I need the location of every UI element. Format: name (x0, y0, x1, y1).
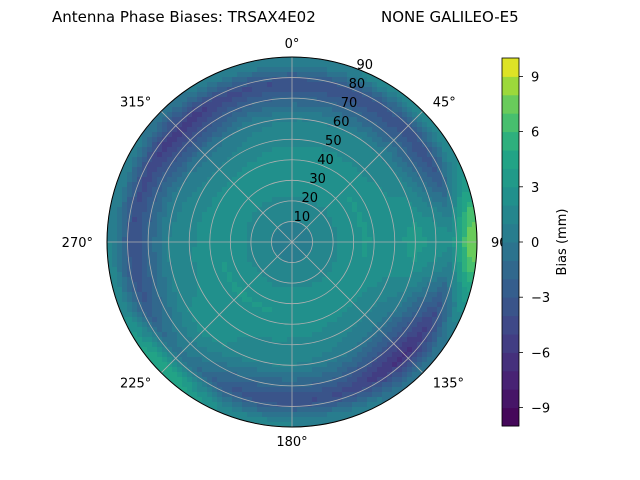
radial-tick-label: 40 (317, 153, 334, 168)
radial-tick-label: 90 (357, 58, 374, 73)
colorbar-segment (502, 407, 519, 427)
angle-tick-label: 315° (120, 95, 151, 110)
colorbar-segment (502, 131, 519, 151)
colorbar-tick-label: 6 (531, 126, 539, 141)
colorbar-segment (502, 389, 519, 409)
colorbar-segment (502, 150, 519, 169)
radial-tick-label: 50 (325, 134, 342, 149)
colorbar-segment (502, 186, 519, 206)
angle-tick-label: 225° (120, 377, 151, 392)
colorbar-tick-label: −3 (531, 291, 550, 306)
colorbar-segment (502, 113, 519, 133)
colorbar-segment (502, 370, 519, 390)
radial-tick-label: 60 (333, 115, 350, 130)
angle-tick-label: 0° (285, 37, 300, 52)
colorbar-segment (502, 168, 519, 188)
radial-tick-label: 10 (294, 210, 311, 225)
angle-tick-label: 270° (62, 236, 93, 251)
colorbar-tick-label: −6 (531, 346, 550, 361)
angle-tick-label: 135° (433, 377, 464, 392)
colorbar-segment (502, 334, 519, 353)
angle-tick-label: 180° (276, 435, 307, 450)
angle-tick-label: 45° (433, 95, 456, 110)
radial-tick-label: 80 (349, 77, 366, 92)
radial-tick-label: 30 (309, 172, 326, 187)
colorbar-tick-label: 0 (531, 236, 539, 251)
radial-tick-label: 70 (341, 96, 358, 111)
colorbar-segment (502, 205, 519, 225)
radial-tick-labels: 10 20 30 40 50 60 70 80 90 (294, 58, 373, 225)
colorbar-tick-label: 3 (531, 181, 539, 196)
colorbar-label: Bias (mm) (555, 209, 570, 276)
colorbar-tick-label: 9 (531, 70, 539, 85)
colorbar-segment (502, 76, 519, 96)
chart-subtitle: NONE GALILEO-E5 (381, 8, 519, 26)
colorbar-segment (502, 223, 519, 243)
colorbar-segment (502, 94, 519, 114)
angle-tick-labels: 0°45°90°135°180°225°270°315° (62, 37, 514, 450)
colorbar-segment (502, 297, 519, 317)
colorbar-segment (502, 315, 519, 335)
colorbar-segment (502, 260, 519, 280)
colorbar-segment (502, 278, 519, 298)
polar-grid (106, 56, 478, 428)
radial-tick-label: 20 (301, 191, 318, 206)
colorbar-segment (502, 58, 519, 77)
chart-title: Antenna Phase Biases: TRSAX4E02 (52, 8, 316, 26)
colorbar-segment (502, 242, 519, 261)
bias-contour-fill (107, 57, 477, 427)
colorbar: −9 −6 −3 0 3 6 9 Bias (mm) (501, 57, 570, 427)
colorbar-segment (502, 352, 519, 372)
colorbar-tick-label: −9 (531, 402, 550, 417)
